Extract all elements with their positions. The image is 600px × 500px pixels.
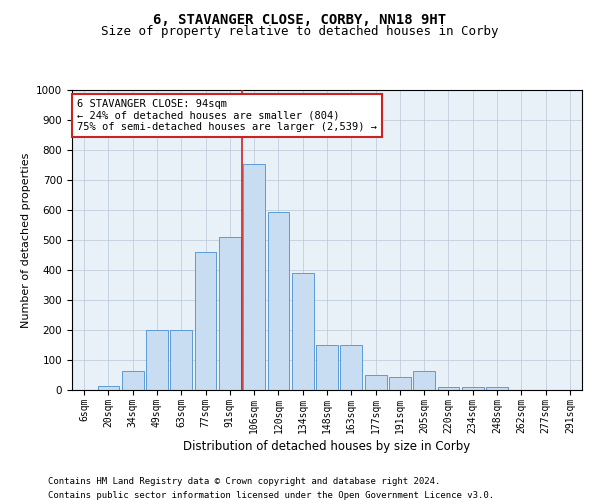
X-axis label: Distribution of detached houses by size in Corby: Distribution of detached houses by size … xyxy=(184,440,470,453)
Bar xyxy=(437,387,460,390)
Text: Size of property relative to detached houses in Corby: Size of property relative to detached ho… xyxy=(101,25,499,38)
Text: 6 STAVANGER CLOSE: 94sqm
← 24% of detached houses are smaller (804)
75% of semi-: 6 STAVANGER CLOSE: 94sqm ← 24% of detach… xyxy=(77,99,377,132)
Bar xyxy=(219,237,241,390)
Bar xyxy=(413,370,435,390)
Bar xyxy=(462,387,484,390)
Bar xyxy=(170,330,192,390)
Bar xyxy=(486,387,508,390)
Bar xyxy=(340,345,362,390)
Y-axis label: Number of detached properties: Number of detached properties xyxy=(20,152,31,328)
Text: Contains public sector information licensed under the Open Government Licence v3: Contains public sector information licen… xyxy=(48,491,494,500)
Bar xyxy=(316,345,338,390)
Bar xyxy=(146,330,168,390)
Bar xyxy=(97,386,119,390)
Bar xyxy=(292,273,314,390)
Text: Contains HM Land Registry data © Crown copyright and database right 2024.: Contains HM Land Registry data © Crown c… xyxy=(48,478,440,486)
Bar xyxy=(194,252,217,390)
Bar xyxy=(365,375,386,390)
Text: 6, STAVANGER CLOSE, CORBY, NN18 9HT: 6, STAVANGER CLOSE, CORBY, NN18 9HT xyxy=(154,12,446,26)
Bar xyxy=(389,376,411,390)
Bar xyxy=(122,372,143,390)
Bar xyxy=(268,212,289,390)
Bar xyxy=(243,164,265,390)
